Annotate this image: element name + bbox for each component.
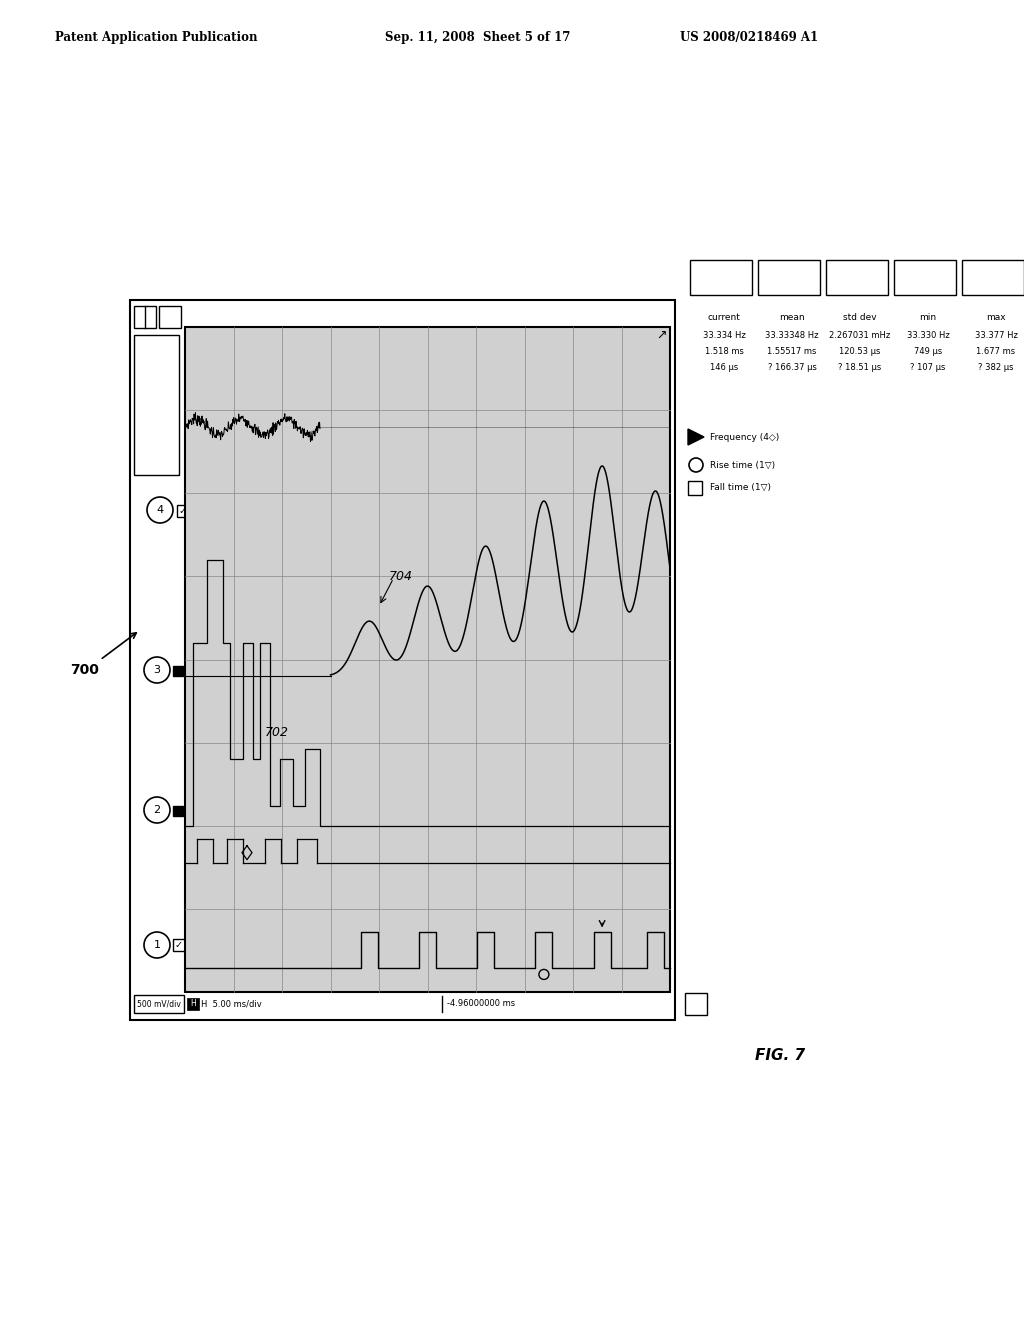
- Bar: [134, 995, 184, 1012]
- Text: Sep. 11, 2008  Sheet 5 of 17: Sep. 11, 2008 Sheet 5 of 17: [385, 30, 570, 44]
- Text: H  5.00 ms/div: H 5.00 ms/div: [201, 999, 262, 1008]
- Text: 33.334 Hz: 33.334 Hz: [702, 331, 745, 341]
- Bar: [185, 327, 670, 993]
- Bar: [187, 998, 199, 1010]
- Text: 1.518 ms: 1.518 ms: [705, 347, 743, 356]
- Bar: [962, 260, 1024, 294]
- Text: Rise time (1▽): Rise time (1▽): [710, 461, 775, 470]
- Bar: [173, 807, 183, 816]
- Text: current: current: [708, 313, 740, 322]
- Text: 700: 700: [71, 663, 99, 677]
- Bar: [130, 300, 675, 1020]
- Text: 120.53 μs: 120.53 μs: [840, 347, 881, 356]
- Text: 3: 3: [154, 665, 161, 675]
- Bar: [159, 306, 181, 327]
- Text: 33.377 Hz: 33.377 Hz: [975, 331, 1018, 341]
- Bar: [758, 260, 820, 294]
- Text: ✓: ✓: [175, 940, 183, 950]
- Text: ? 382 μs: ? 382 μs: [978, 363, 1014, 372]
- Bar: [826, 260, 888, 294]
- Bar: [173, 667, 183, 676]
- Bar: [690, 260, 752, 294]
- Text: 749 μs: 749 μs: [913, 347, 942, 356]
- Text: ? 18.51 μs: ? 18.51 μs: [839, 363, 882, 372]
- Text: 704: 704: [389, 570, 413, 582]
- Text: 1.677 ms: 1.677 ms: [977, 347, 1016, 356]
- Bar: [134, 335, 179, 475]
- Text: 33.330 Hz: 33.330 Hz: [906, 331, 949, 341]
- Text: 146 μs: 146 μs: [710, 363, 738, 372]
- Text: 500 mV/div: 500 mV/div: [137, 999, 181, 1008]
- Text: FIG. 7: FIG. 7: [755, 1048, 805, 1063]
- Text: ? 107 μs: ? 107 μs: [910, 363, 946, 372]
- Text: ✓: ✓: [179, 506, 187, 516]
- Text: 2.267031 mHz: 2.267031 mHz: [829, 331, 891, 341]
- Text: 33.33348 Hz: 33.33348 Hz: [765, 331, 819, 341]
- Text: -4.96000000 ms: -4.96000000 ms: [447, 999, 515, 1008]
- Bar: [134, 306, 156, 327]
- Text: Patent Application Publication: Patent Application Publication: [55, 30, 257, 44]
- Text: Fall time (1▽): Fall time (1▽): [710, 483, 771, 491]
- Text: 1: 1: [154, 940, 161, 950]
- Bar: [894, 260, 956, 294]
- Text: 4: 4: [157, 506, 164, 515]
- Text: min: min: [920, 313, 937, 322]
- Bar: [177, 506, 189, 517]
- Bar: [685, 993, 707, 1015]
- Text: H: H: [190, 999, 196, 1008]
- Text: std dev: std dev: [843, 313, 877, 322]
- Text: max: max: [986, 313, 1006, 322]
- Bar: [173, 939, 185, 950]
- Bar: [688, 480, 702, 495]
- Text: ↗: ↗: [656, 329, 668, 342]
- Text: US 2008/0218469 A1: US 2008/0218469 A1: [680, 30, 818, 44]
- Text: ? 166.37 μs: ? 166.37 μs: [768, 363, 816, 372]
- Text: 702: 702: [265, 726, 289, 739]
- Text: 1.55517 ms: 1.55517 ms: [767, 347, 817, 356]
- Text: mean: mean: [779, 313, 805, 322]
- Text: Frequency (4◇): Frequency (4◇): [710, 433, 779, 441]
- Polygon shape: [688, 429, 705, 445]
- Text: 2: 2: [154, 805, 161, 814]
